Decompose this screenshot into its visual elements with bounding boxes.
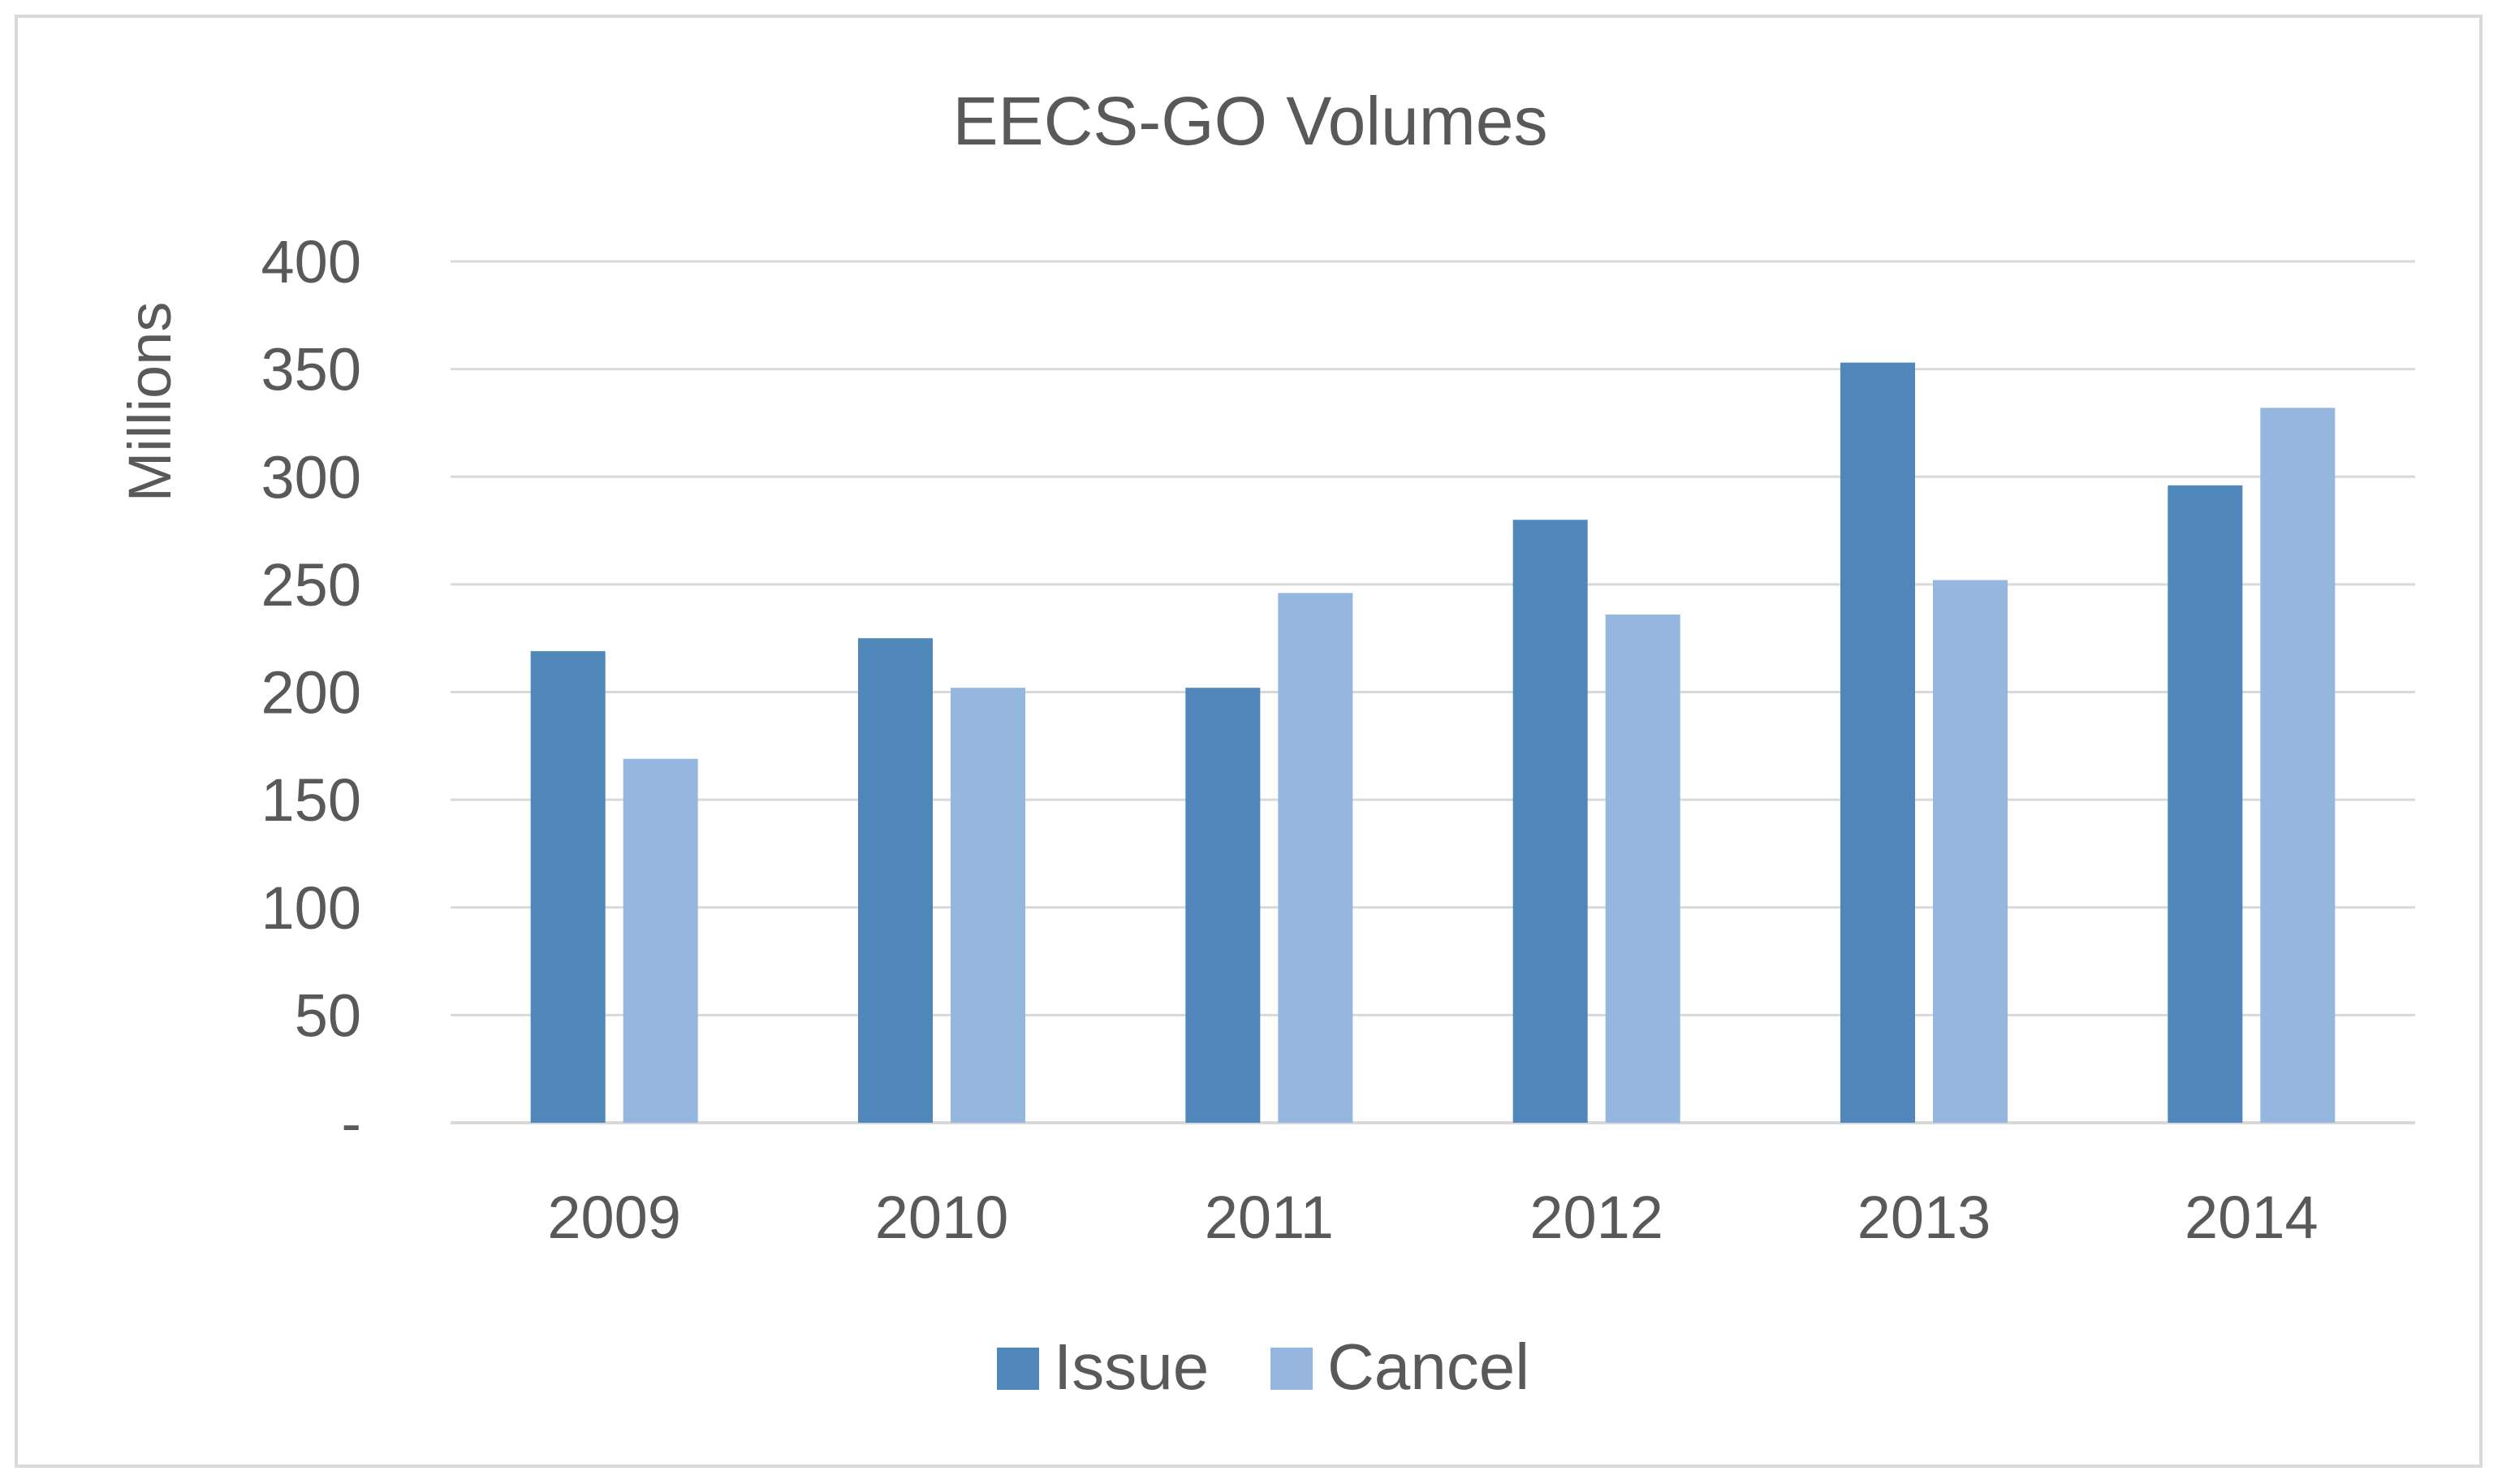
y-tick-label: 50 xyxy=(295,981,361,1049)
legend-label-cancel: Cancel xyxy=(1327,1331,1529,1403)
x-tick-label: 2013 xyxy=(1857,1184,1991,1251)
y-tick-label: 300 xyxy=(261,443,361,511)
bars xyxy=(530,362,2336,1124)
bar-cancel-2012 xyxy=(1605,615,1680,1123)
x-tick-label: 2011 xyxy=(1205,1184,1334,1251)
chart-title: EECS-GO Volumes xyxy=(953,83,1548,159)
legend-swatch-cancel xyxy=(1270,1348,1313,1390)
y-tick-label: 100 xyxy=(261,874,361,942)
y-axis-label: Millions xyxy=(116,302,183,503)
legend: Issue Cancel xyxy=(997,1331,1529,1403)
bar-issue-2012 xyxy=(1512,520,1588,1123)
x-tick-label: 2009 xyxy=(547,1184,681,1251)
x-tick-label: 2014 xyxy=(2185,1184,2319,1251)
bar-cancel-2014 xyxy=(2260,408,2336,1123)
legend-label-issue: Issue xyxy=(1054,1331,1209,1403)
bar-issue-2010 xyxy=(858,638,933,1123)
gridlines xyxy=(451,260,2415,1124)
x-tick-label: 2010 xyxy=(875,1184,1009,1251)
x-tick-label: 2012 xyxy=(1529,1184,1663,1251)
bar-cancel-2009 xyxy=(623,758,698,1123)
x-axis-ticks: 2009 2010 2011 2012 2013 2014 xyxy=(547,1184,2318,1251)
bar-cancel-2013 xyxy=(1933,580,2008,1123)
y-tick-label: 150 xyxy=(261,766,361,834)
bar-issue-2009 xyxy=(530,651,606,1123)
legend-swatch-issue xyxy=(997,1348,1039,1390)
bar-issue-2011 xyxy=(1185,688,1261,1123)
y-tick-label: 400 xyxy=(261,228,361,296)
y-tick-label: 200 xyxy=(261,659,361,727)
y-tick-label: 350 xyxy=(261,336,361,403)
bar-issue-2014 xyxy=(2168,485,2243,1123)
bar-cancel-2011 xyxy=(1278,593,1353,1123)
bar-issue-2013 xyxy=(1840,362,1915,1124)
y-tick-label: 250 xyxy=(261,551,361,619)
y-axis-ticks: - 50 100 150 200 250 300 350 400 xyxy=(261,228,361,1157)
y-tick-label: - xyxy=(341,1089,361,1157)
bar-cancel-2010 xyxy=(951,688,1025,1123)
